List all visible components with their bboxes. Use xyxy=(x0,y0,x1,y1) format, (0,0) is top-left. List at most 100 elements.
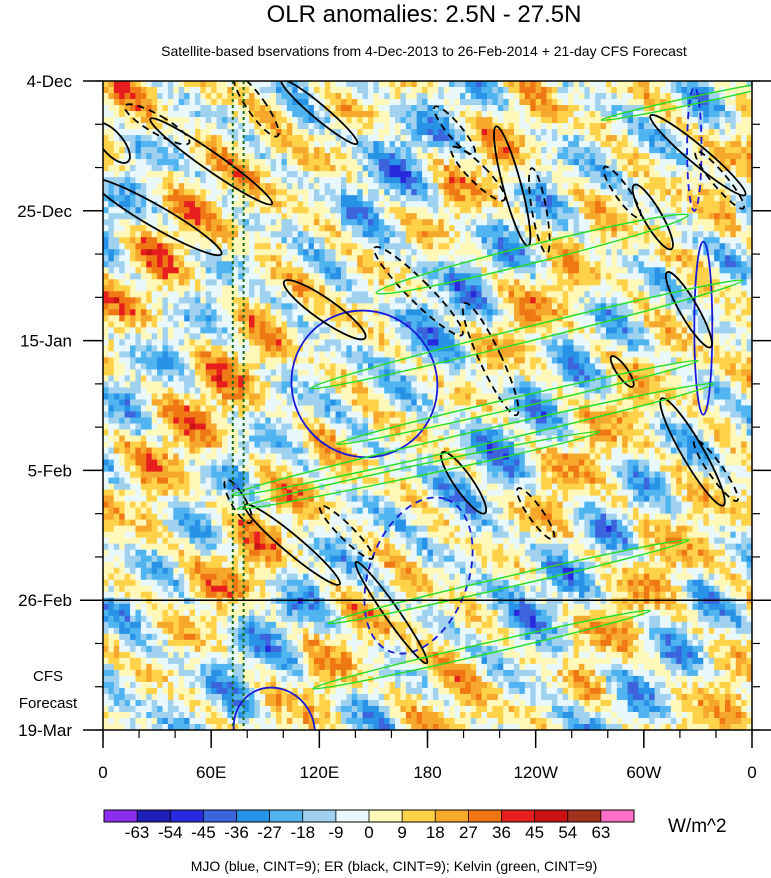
heatmap-cell xyxy=(530,111,537,118)
heatmap-cell xyxy=(103,225,110,232)
heatmap-cell xyxy=(405,111,412,118)
heatmap-cell xyxy=(714,285,721,292)
heatmap-cell xyxy=(140,117,147,124)
heatmap-cell xyxy=(589,225,596,232)
heatmap-cell xyxy=(459,249,466,256)
heatmap-cell xyxy=(108,135,115,142)
heatmap-cell xyxy=(362,255,369,262)
heatmap-cell xyxy=(724,123,731,130)
heatmap-cell xyxy=(276,243,283,250)
heatmap-cell xyxy=(103,195,110,202)
heatmap-cell xyxy=(162,111,169,118)
heatmap-cell xyxy=(200,207,207,214)
heatmap-cell xyxy=(708,159,715,166)
heatmap-cell xyxy=(200,309,207,316)
heatmap-cell xyxy=(497,225,504,232)
heatmap-cell xyxy=(416,159,423,166)
heatmap-cell xyxy=(514,117,521,124)
heatmap-cell xyxy=(216,105,223,112)
heatmap-cell xyxy=(724,297,731,304)
heatmap-cell xyxy=(389,123,396,130)
heatmap-cell xyxy=(351,297,358,304)
heatmap-cell xyxy=(119,291,126,298)
heatmap-cell xyxy=(378,99,385,106)
heatmap-cell xyxy=(303,219,310,226)
heatmap-cell xyxy=(259,261,266,268)
heatmap-cell xyxy=(221,213,228,220)
heatmap-cell xyxy=(438,231,445,238)
heatmap-cell xyxy=(340,159,347,166)
heatmap-cell xyxy=(449,231,456,238)
heatmap-cell xyxy=(573,189,580,196)
heatmap-cell xyxy=(741,111,748,118)
heatmap-cell xyxy=(676,183,683,190)
heatmap-cell xyxy=(568,315,575,322)
heatmap-cell xyxy=(649,213,656,220)
heatmap-cell xyxy=(351,81,358,88)
heatmap-cell xyxy=(692,267,699,274)
heatmap-cell xyxy=(654,129,661,136)
heatmap-cell xyxy=(470,219,477,226)
heatmap-cell xyxy=(638,243,645,250)
heatmap-cell xyxy=(546,219,553,226)
heatmap-cell xyxy=(346,255,353,262)
heatmap-cell xyxy=(514,183,521,190)
heatmap-cell xyxy=(443,309,450,316)
heatmap-cell xyxy=(508,141,515,148)
heatmap-cell xyxy=(616,315,623,322)
heatmap-cell xyxy=(151,261,158,268)
heatmap-cell xyxy=(562,201,569,208)
heatmap-cell xyxy=(167,219,174,226)
heatmap-cell xyxy=(303,201,310,208)
heatmap-cell xyxy=(395,123,402,130)
heatmap-cell xyxy=(292,93,299,100)
heatmap-cell xyxy=(297,213,304,220)
heatmap-cell xyxy=(346,81,353,88)
heatmap-cell xyxy=(405,93,412,100)
heatmap-cell xyxy=(227,171,234,178)
heatmap-cell xyxy=(649,201,656,208)
heatmap-cell xyxy=(362,207,369,214)
heatmap-cell xyxy=(724,273,731,280)
heatmap-cell xyxy=(351,183,358,190)
heatmap-cell xyxy=(411,225,418,232)
heatmap-cell xyxy=(524,153,531,160)
heatmap-cell xyxy=(238,321,245,328)
heatmap-cell xyxy=(746,309,752,316)
heatmap-cell xyxy=(238,297,245,304)
heatmap-cell xyxy=(135,153,142,160)
heatmap-cell xyxy=(157,141,164,148)
heatmap-cell xyxy=(546,165,553,172)
heatmap-cell xyxy=(140,315,147,322)
heatmap-cell xyxy=(281,105,288,112)
heatmap-cell xyxy=(270,99,277,106)
heatmap-cell xyxy=(438,105,445,112)
heatmap-cell xyxy=(627,267,634,274)
heatmap-cell xyxy=(454,249,461,256)
heatmap-cell xyxy=(221,147,228,154)
heatmap-cell xyxy=(562,303,569,310)
heatmap-cell xyxy=(638,147,645,154)
heatmap-cell xyxy=(416,153,423,160)
heatmap-cell xyxy=(297,183,304,190)
heatmap-cell xyxy=(703,159,710,166)
heatmap-cell xyxy=(427,303,434,310)
heatmap-cell xyxy=(681,291,688,298)
heatmap-cell xyxy=(416,117,423,124)
heatmap-cell xyxy=(270,321,277,328)
heatmap-cell xyxy=(557,213,564,220)
heatmap-cell xyxy=(638,153,645,160)
heatmap-cell xyxy=(189,267,196,274)
heatmap-cell xyxy=(681,255,688,262)
heatmap-cell xyxy=(324,87,331,94)
heatmap-cell xyxy=(578,285,585,292)
heatmap-cell xyxy=(438,195,445,202)
heatmap-cell xyxy=(595,321,602,328)
heatmap-cell xyxy=(303,273,310,280)
heatmap-cell xyxy=(486,135,493,142)
heatmap-cell xyxy=(486,225,493,232)
heatmap-cell xyxy=(649,303,656,310)
heatmap-cell xyxy=(584,81,591,88)
heatmap-cell xyxy=(346,153,353,160)
heatmap-cell xyxy=(308,147,315,154)
